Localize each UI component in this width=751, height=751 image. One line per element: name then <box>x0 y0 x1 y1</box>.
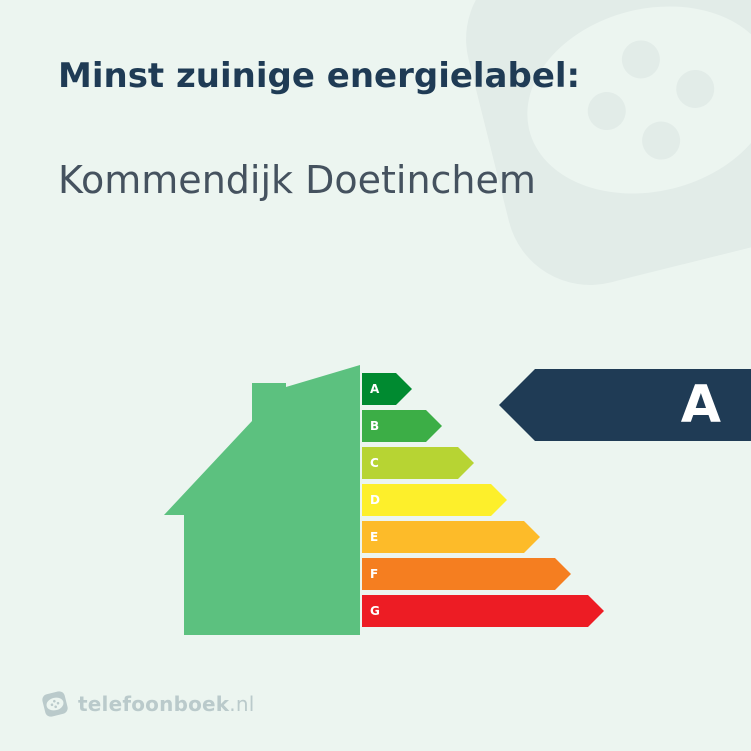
label-bar: E <box>362 521 604 553</box>
bar-letter: G <box>370 595 380 627</box>
bar-shape <box>362 595 604 627</box>
bar-shape <box>362 447 604 479</box>
selected-label-arrow: A <box>499 369 751 441</box>
footer: telefoonboek.nl <box>42 691 255 717</box>
subtitle: Kommendijk Doetinchem <box>58 158 536 202</box>
title: Minst zuinige energielabel: <box>58 56 580 96</box>
bar-letter: F <box>370 558 378 590</box>
label-bar: G <box>362 595 604 627</box>
bar-letter: B <box>370 410 379 442</box>
label-bar: D <box>362 484 604 516</box>
footer-logo-icon <box>39 688 71 720</box>
card: Minst zuinige energielabel: Kommendijk D… <box>0 0 751 751</box>
footer-brand-thin: .nl <box>229 692 254 716</box>
bar-letter: A <box>370 373 379 405</box>
footer-brand: telefoonboek.nl <box>78 692 255 716</box>
bar-shape <box>362 484 604 516</box>
bar-letter: E <box>370 521 378 553</box>
house-icon <box>160 365 360 635</box>
bar-letter: C <box>370 447 379 479</box>
label-bar: C <box>362 447 604 479</box>
bar-letter: D <box>370 484 380 516</box>
bar-shape <box>362 558 604 590</box>
footer-brand-bold: telefoonboek <box>78 692 229 716</box>
selected-label-letter: A <box>681 369 721 441</box>
label-bar: F <box>362 558 604 590</box>
bar-shape <box>362 521 604 553</box>
